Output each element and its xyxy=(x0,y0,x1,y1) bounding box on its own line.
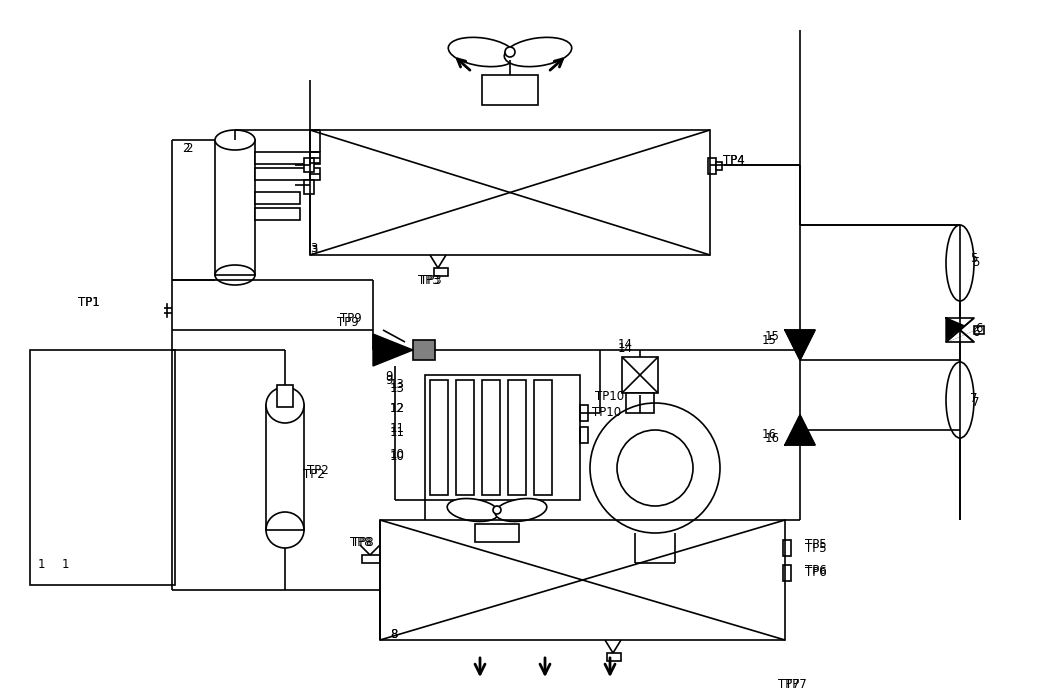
Text: TP1: TP1 xyxy=(78,295,100,309)
Bar xyxy=(716,162,722,170)
Ellipse shape xyxy=(266,387,304,423)
Text: 12: 12 xyxy=(390,402,405,414)
Bar xyxy=(425,375,580,500)
Bar xyxy=(434,268,448,276)
Text: TP6: TP6 xyxy=(805,564,826,577)
Text: 13: 13 xyxy=(390,379,405,391)
Text: 5: 5 xyxy=(972,256,980,270)
Bar xyxy=(215,140,255,275)
Text: 8: 8 xyxy=(390,629,397,641)
Bar xyxy=(783,565,791,581)
Polygon shape xyxy=(785,415,815,445)
Bar xyxy=(255,192,300,204)
Text: TP10: TP10 xyxy=(595,391,624,403)
Bar xyxy=(626,393,654,413)
Text: 11: 11 xyxy=(390,426,405,438)
Text: TP8: TP8 xyxy=(352,536,374,549)
Bar xyxy=(380,520,785,640)
Bar xyxy=(607,653,621,661)
Text: TP3: TP3 xyxy=(418,274,440,286)
Text: TP9: TP9 xyxy=(340,312,362,325)
Text: TP8: TP8 xyxy=(350,536,372,549)
Ellipse shape xyxy=(448,37,516,66)
Text: 13: 13 xyxy=(390,382,405,395)
Text: TP5: TP5 xyxy=(805,542,826,554)
Text: 1: 1 xyxy=(62,559,69,571)
Text: 5: 5 xyxy=(970,251,978,265)
Text: TP10: TP10 xyxy=(592,407,622,419)
Bar xyxy=(255,152,320,164)
Text: 2: 2 xyxy=(185,141,192,155)
Text: TP4: TP4 xyxy=(723,153,744,167)
Text: 9: 9 xyxy=(385,370,393,382)
Text: 7: 7 xyxy=(970,391,978,405)
Bar xyxy=(277,385,293,407)
Ellipse shape xyxy=(496,498,547,522)
Bar xyxy=(413,340,435,360)
Text: 6: 6 xyxy=(975,321,983,335)
Ellipse shape xyxy=(946,362,974,438)
Bar xyxy=(304,180,314,194)
Bar xyxy=(310,130,710,255)
Text: 12: 12 xyxy=(390,402,405,414)
Text: 11: 11 xyxy=(390,421,405,435)
Polygon shape xyxy=(946,318,974,342)
Bar xyxy=(708,158,716,174)
Bar xyxy=(508,380,526,495)
Text: 2: 2 xyxy=(182,141,189,155)
Ellipse shape xyxy=(504,37,572,66)
Text: 16: 16 xyxy=(762,428,777,442)
Bar xyxy=(534,380,552,495)
Bar xyxy=(266,405,304,530)
Circle shape xyxy=(505,47,514,57)
Text: 9: 9 xyxy=(385,374,393,386)
Bar xyxy=(304,158,314,172)
Bar xyxy=(475,524,519,542)
Bar xyxy=(255,208,300,220)
Text: 1: 1 xyxy=(38,559,45,571)
Text: TP4: TP4 xyxy=(723,153,744,167)
Bar xyxy=(974,326,984,334)
Text: 3: 3 xyxy=(310,241,317,255)
Bar xyxy=(783,540,791,556)
Text: 14: 14 xyxy=(618,339,633,351)
Bar xyxy=(430,380,448,495)
Text: 8: 8 xyxy=(390,629,397,641)
Text: 10: 10 xyxy=(390,451,405,463)
Bar xyxy=(456,380,474,495)
Text: 15: 15 xyxy=(765,330,780,344)
Text: TP1: TP1 xyxy=(78,295,100,309)
Ellipse shape xyxy=(215,130,255,150)
Text: 6: 6 xyxy=(972,326,980,339)
Bar xyxy=(622,357,658,393)
Bar xyxy=(580,427,588,443)
Text: TP9: TP9 xyxy=(337,316,359,328)
Text: TP3: TP3 xyxy=(420,274,442,286)
Text: 14: 14 xyxy=(618,342,633,356)
Text: 7: 7 xyxy=(972,395,980,409)
Bar xyxy=(30,350,175,585)
Text: TP7: TP7 xyxy=(785,678,806,692)
Bar xyxy=(255,168,320,180)
Text: TP7: TP7 xyxy=(778,678,800,692)
Bar xyxy=(482,380,500,495)
Polygon shape xyxy=(785,330,815,360)
Polygon shape xyxy=(946,318,974,342)
Ellipse shape xyxy=(946,225,974,301)
Text: TP6: TP6 xyxy=(805,566,826,578)
Bar xyxy=(362,555,380,563)
Polygon shape xyxy=(373,334,413,366)
Text: 3: 3 xyxy=(310,244,317,256)
Circle shape xyxy=(494,506,501,514)
Text: TP2: TP2 xyxy=(307,463,329,477)
Bar xyxy=(580,405,588,421)
Text: TP2: TP2 xyxy=(303,468,324,482)
Text: 10: 10 xyxy=(390,449,405,461)
Text: TP5: TP5 xyxy=(805,538,826,552)
Text: 15: 15 xyxy=(762,333,777,346)
Ellipse shape xyxy=(447,498,499,522)
Bar xyxy=(482,75,538,105)
Text: 16: 16 xyxy=(765,431,780,444)
